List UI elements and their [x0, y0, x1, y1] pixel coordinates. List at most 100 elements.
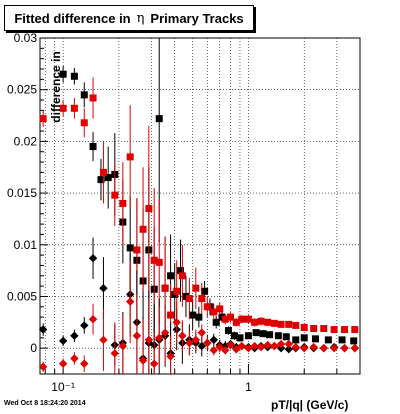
- data-point-diamond: [197, 328, 206, 337]
- data-point-square: [111, 191, 119, 199]
- data-point-diamond: [319, 343, 328, 353]
- data-point-diamond: [138, 356, 148, 365]
- data-point-square: [285, 320, 293, 328]
- data-point-diamond: [237, 341, 246, 351]
- data-point-square: [324, 336, 332, 344]
- data-point-diamond: [250, 341, 259, 351]
- y-axis-label: difference in: [49, 51, 63, 123]
- data-point-diamond: [70, 354, 79, 363]
- data-point-diamond: [284, 339, 293, 349]
- y-tick-label: 0.01: [14, 238, 38, 252]
- y-tick-label: 0.025: [7, 83, 37, 97]
- data-point-diamond: [160, 328, 170, 337]
- data-point-square: [70, 72, 78, 80]
- data-point-square: [292, 336, 300, 344]
- data-point-diamond: [88, 254, 98, 263]
- chart-title: Fitted difference in η Primary Tracks: [4, 5, 254, 31]
- data-point-square: [89, 143, 97, 151]
- data-point-square: [178, 272, 186, 280]
- data-point-diamond: [172, 318, 181, 327]
- data-point-square: [155, 115, 163, 123]
- data-point-square: [161, 284, 169, 292]
- data-point-diamond: [197, 341, 206, 351]
- data-point-square: [252, 329, 260, 337]
- data-point-diamond: [221, 346, 230, 355]
- y-tick-label: 0.03: [14, 31, 38, 45]
- data-point-diamond: [58, 336, 68, 346]
- data-point-square: [251, 318, 259, 326]
- data-point-square: [300, 334, 308, 342]
- data-point-diamond: [178, 331, 187, 340]
- data-point-diamond: [226, 340, 235, 350]
- data-point-diamond: [80, 321, 89, 330]
- data-point-square: [350, 337, 358, 345]
- data-point-diamond: [38, 325, 48, 334]
- data-point-square: [238, 315, 246, 323]
- data-point-square: [189, 311, 197, 319]
- data-point-square: [270, 319, 278, 327]
- data-point-square: [216, 305, 224, 313]
- x-tick-label: 1: [245, 380, 252, 394]
- title-symbol: η: [136, 10, 145, 26]
- data-point-square: [274, 332, 282, 340]
- data-point-square: [257, 317, 265, 325]
- data-point-square: [195, 313, 203, 321]
- data-point-square: [230, 332, 238, 340]
- data-point-diamond: [209, 346, 218, 355]
- data-point-square: [226, 313, 234, 321]
- data-point-square: [192, 284, 200, 292]
- data-point-square: [89, 94, 97, 102]
- data-point-square: [80, 91, 88, 99]
- data-point-square: [236, 334, 244, 342]
- data-point-diamond: [185, 338, 194, 348]
- data-point-square: [139, 225, 147, 233]
- data-point-diamond: [209, 335, 218, 345]
- data-point-diamond: [155, 333, 164, 343]
- data-point-square: [133, 246, 141, 254]
- timestamp: Wed Oct 8 18:24:20 2014: [4, 400, 86, 407]
- data-point-square: [351, 326, 359, 334]
- data-point-diamond: [80, 359, 89, 368]
- data-point-diamond: [99, 335, 108, 345]
- data-point-square: [282, 333, 290, 341]
- data-point-square: [167, 272, 175, 280]
- data-point-diamond: [284, 344, 293, 354]
- data-point-diamond: [300, 343, 309, 353]
- data-point-square: [203, 303, 211, 311]
- title-suffix: Primary Tracks: [150, 10, 244, 26]
- data-point-square: [70, 104, 78, 112]
- data-point-diamond: [256, 342, 266, 352]
- data-point-square: [201, 287, 209, 295]
- data-point-square: [210, 308, 218, 316]
- data-point-square: [126, 244, 134, 252]
- data-point-square: [167, 311, 175, 319]
- x-tick-label: 10⁻¹: [51, 380, 75, 394]
- data-point-square: [145, 205, 153, 213]
- data-point-diamond: [70, 331, 79, 340]
- data-point-square: [341, 326, 349, 334]
- data-point-square: [177, 267, 185, 275]
- data-point-square: [300, 323, 308, 331]
- data-point-square: [59, 104, 67, 112]
- data-point-diamond: [110, 349, 120, 358]
- data-point-square: [59, 70, 67, 78]
- data-point-square: [173, 287, 181, 295]
- data-point-square: [104, 174, 112, 182]
- data-point-square: [320, 325, 328, 333]
- data-point-diamond: [309, 342, 318, 352]
- data-point-square: [338, 336, 346, 344]
- y-tick-label: 0.02: [14, 134, 38, 148]
- data-point-square: [97, 176, 105, 184]
- data-point-diamond: [215, 342, 224, 352]
- data-point-diamond: [276, 339, 286, 349]
- data-point-diamond: [118, 341, 128, 351]
- data-point-square: [119, 199, 127, 207]
- data-point-square: [310, 325, 318, 333]
- data-point-square: [198, 295, 206, 303]
- data-point-diamond: [99, 283, 108, 293]
- data-point-diamond: [132, 331, 142, 340]
- data-point-diamond: [166, 352, 175, 361]
- data-point-diamond: [232, 344, 241, 354]
- x-axis-label: pT/|q| (GeV/c): [271, 398, 349, 412]
